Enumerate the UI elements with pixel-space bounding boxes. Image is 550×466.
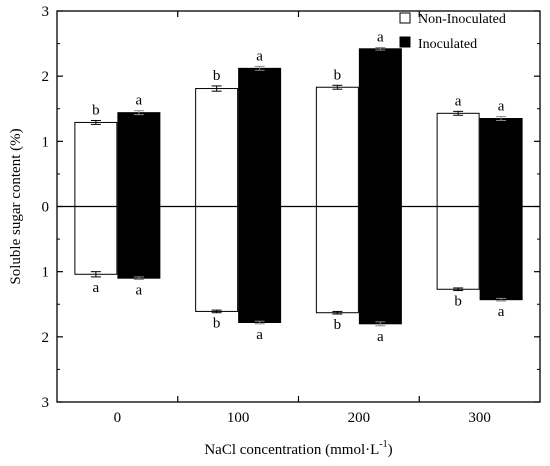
significance-label-non-inoculated-lower-200: b: [334, 317, 342, 333]
error-bar-non-inoculated-lower-0: [90, 271, 101, 278]
significance-label-non-inoculated-lower-0: a: [93, 280, 100, 296]
x-axis-label-close: ): [388, 442, 393, 458]
x-tick-label-200: 200: [348, 410, 371, 426]
x-tick-label-0: 0: [114, 410, 122, 426]
error-bar-non-inoculated-upper-200: [332, 84, 343, 90]
y-tick-label: 3: [42, 4, 50, 20]
y-tick-label: 3: [42, 395, 50, 411]
bar-inoculated-lower-0: [117, 206, 161, 279]
legend-label-non-inoculated: Non-Inoculated: [418, 12, 506, 27]
error-bar-non-inoculated-upper-0: [90, 119, 101, 125]
significance-label-non-inoculated-upper-100: b: [213, 68, 221, 84]
x-tick-label-300: 300: [468, 410, 491, 426]
bar-inoculated-upper-300: [479, 118, 523, 207]
error-bar-inoculated-lower-100: [254, 320, 265, 325]
significance-label-inoculated-upper-200: a: [377, 29, 384, 45]
legend-swatch-non-inoculated: [399, 12, 411, 24]
bar-inoculated-lower-200: [358, 206, 402, 325]
bar-inoculated-upper-200: [358, 48, 402, 208]
y-axis-label: Soluble sugar content (%): [8, 128, 24, 284]
significance-label-non-inoculated-lower-300: b: [454, 294, 462, 310]
significance-label-inoculated-lower-200: a: [377, 329, 384, 345]
bar-non-inoculated-lower-100: [195, 206, 239, 312]
significance-label-inoculated-upper-100: a: [256, 48, 263, 64]
error-bar-inoculated-upper-300: [496, 116, 507, 121]
bar-non-inoculated-lower-0: [74, 206, 118, 275]
bar-non-inoculated-lower-200: [315, 206, 359, 314]
x-axis-label-main: NaCl concentration (mmol·L: [204, 442, 379, 458]
bars-layer: [74, 48, 523, 325]
y-tick-label: 2: [42, 330, 50, 346]
bar-inoculated-lower-300: [479, 206, 523, 301]
significance-label-inoculated-lower-0: a: [136, 282, 143, 298]
significance-label-non-inoculated-upper-200: b: [334, 67, 342, 83]
bar-inoculated-upper-0: [117, 112, 161, 207]
bar-inoculated-upper-100: [238, 67, 282, 207]
error-bar-inoculated-lower-300: [496, 297, 507, 302]
bar-non-inoculated-lower-300: [436, 206, 480, 290]
x-axis: 0 100 200 300: [114, 11, 491, 426]
bar-non-inoculated-upper-300: [436, 112, 480, 207]
error-bar-non-inoculated-lower-100: [211, 309, 222, 314]
significance-label-non-inoculated-upper-300: a: [455, 93, 462, 109]
significance-label-non-inoculated-upper-0: b: [92, 102, 100, 118]
error-bar-inoculated-upper-200: [375, 46, 386, 51]
x-axis-label: NaCl concentration (mmol·L-1): [204, 439, 392, 458]
bar-inoculated-lower-100: [238, 206, 282, 323]
significance-label-inoculated-lower-100: a: [256, 327, 263, 343]
y-tick-label: 1: [42, 134, 50, 150]
y-axis: 3 2 1 0 1 2 3: [42, 4, 540, 411]
significance-label-inoculated-lower-300: a: [498, 304, 505, 320]
error-bar-non-inoculated-upper-300: [453, 110, 464, 116]
bar-non-inoculated-upper-100: [195, 88, 239, 207]
y-tick-label: 0: [42, 200, 50, 216]
x-tick-label-100: 100: [227, 410, 250, 426]
y-tick-label: 2: [42, 69, 50, 85]
x-axis-label-superscript: -1: [379, 439, 387, 450]
legend-label-inoculated: Inoculated: [418, 37, 477, 52]
bar-non-inoculated-upper-200: [315, 86, 359, 207]
error-bar-inoculated-upper-100: [254, 65, 265, 71]
legend-swatch-inoculated: [399, 36, 411, 48]
significance-labels-layer: b a a a b b a a b b a a a b a a: [92, 29, 505, 344]
error-bar-inoculated-lower-200: [375, 321, 386, 327]
significance-label-inoculated-upper-300: a: [498, 99, 505, 115]
significance-label-non-inoculated-lower-100: b: [213, 316, 221, 332]
error-bar-non-inoculated-upper-100: [211, 85, 222, 92]
error-bar-inoculated-upper-0: [133, 110, 144, 116]
error-bar-inoculated-lower-0: [133, 276, 144, 280]
significance-label-inoculated-upper-0: a: [136, 93, 143, 109]
error-bar-non-inoculated-lower-200: [332, 310, 343, 315]
legend: Non-Inoculated Inoculated: [399, 12, 506, 52]
error-bar-non-inoculated-lower-300: [453, 287, 464, 292]
y-tick-label: 1: [42, 265, 50, 281]
bar-non-inoculated-upper-0: [74, 121, 118, 207]
error-bars-layer: [90, 46, 507, 327]
